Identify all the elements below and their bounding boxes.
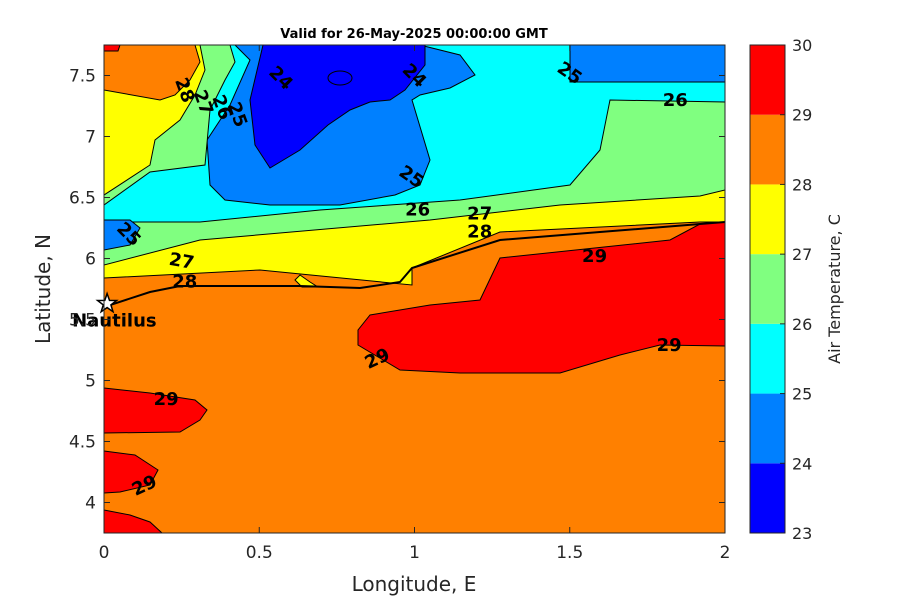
- colorbar-tick-label: 26: [792, 315, 812, 334]
- band-29-30-sw2: [104, 450, 159, 494]
- coastline: [104, 221, 725, 308]
- colorbar-swatch: [750, 463, 785, 533]
- y-tick-label: 4: [85, 494, 96, 514]
- star-icon: [95, 291, 119, 314]
- colorbar-swatch: [750, 45, 785, 115]
- plot-area: [104, 45, 725, 533]
- colorbar-tick-label: 29: [792, 106, 812, 125]
- band-24-25-west: [104, 219, 141, 251]
- x-tick-label: 0.5: [246, 543, 273, 563]
- contour-label: 26: [405, 200, 430, 221]
- y-axis: 4 4.5 5 5.5 6 6.5 7 7.5: [69, 67, 725, 514]
- closed-contour-24: [327, 70, 353, 86]
- colorbar-tick-label: 25: [792, 385, 812, 404]
- chart-title: Valid for 26-May-2025 00:00:00 GMT: [280, 27, 548, 42]
- x-tick-label: 1.5: [556, 543, 583, 563]
- colorbar-tick-label: 27: [792, 245, 812, 264]
- contour-label: 28: [172, 272, 197, 293]
- contour-label: 29: [657, 335, 682, 356]
- station-marker: Nautilus: [72, 291, 157, 332]
- contour-label: 28: [467, 222, 492, 243]
- band-29-30-east: [357, 221, 725, 374]
- y-tick-label: 6.5: [69, 189, 96, 209]
- colorbar-frame: [749, 44, 786, 534]
- contour-label: 26: [663, 90, 688, 111]
- x-tick-label: 0: [99, 543, 110, 563]
- x-axis: 0 0.5 1 1.5 2: [99, 45, 731, 563]
- y-tick-label: 4.5: [69, 433, 96, 453]
- x-tick-label: 2: [720, 543, 731, 563]
- station-label: Nautilus: [72, 311, 157, 332]
- band-29-30-corner: [104, 45, 121, 52]
- colorbar-swatch: [750, 114, 785, 185]
- y-tick-label: 5.5: [69, 311, 96, 331]
- y-tick-label: 6: [85, 250, 96, 270]
- colorbar-swatch: [750, 393, 785, 464]
- colorbar-swatch: [750, 254, 785, 324]
- colorbar-swatch: [750, 184, 785, 255]
- colorbar-tick-label: 30: [792, 36, 812, 55]
- contour-label: 29: [154, 389, 179, 410]
- contour-label: 27: [167, 249, 195, 274]
- x-axis-label: Longitude, E: [352, 572, 477, 596]
- colorbar-tick-label: 28: [792, 175, 812, 194]
- band-29-30-sw3: [104, 509, 163, 533]
- band-23-24: [249, 45, 426, 169]
- contour-label: 29: [582, 246, 607, 267]
- y-tick-label: 7: [85, 128, 96, 148]
- band-28-29-west: [104, 45, 201, 101]
- y-tick-label: 7.5: [69, 67, 96, 87]
- colorbar-tick-label: 23: [792, 524, 812, 543]
- colorbar-label: Air Temperature, C: [825, 214, 844, 364]
- band-24-25-east: [569, 45, 725, 83]
- contour-label: 27: [467, 203, 492, 224]
- colorbar: 23 24 25 26 27 28 29 30: [749, 36, 812, 543]
- band-29-30-sw1: [104, 387, 208, 434]
- colorbar-tick-label: 24: [792, 454, 812, 473]
- y-tick-label: 5: [85, 372, 96, 392]
- colorbar-swatch: [750, 323, 785, 394]
- y-axis-label: Latitude, N: [31, 234, 55, 344]
- x-tick-label: 1: [409, 543, 420, 563]
